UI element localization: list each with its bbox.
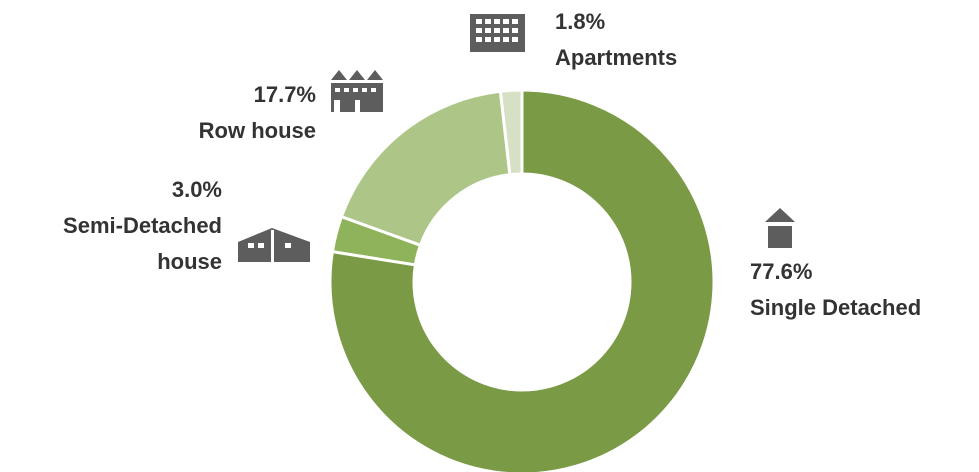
category-label: Apartments xyxy=(555,45,678,70)
segment-label: 77.6% Single Detached xyxy=(750,254,979,326)
value-label: 3.0% xyxy=(171,177,222,202)
donut-segment xyxy=(328,88,716,472)
category-label: Single Detached xyxy=(750,295,922,320)
row-house-icon xyxy=(331,70,383,112)
value-label: 77.6% xyxy=(750,259,813,284)
segment-label: 1.8% Apartments xyxy=(555,4,755,76)
donut-segment xyxy=(339,89,512,248)
category-label: Row house xyxy=(198,118,316,143)
segment-label: 3.0% Semi-Detached house xyxy=(47,172,222,280)
apartments-icon xyxy=(470,14,525,52)
single-detached-icon xyxy=(765,208,795,248)
value-label: 17.7% xyxy=(253,82,316,107)
donut-segment xyxy=(330,214,423,267)
semi-detached-icon xyxy=(238,228,310,262)
value-label: 1.8% xyxy=(555,9,606,34)
icons xyxy=(238,14,795,262)
category-label: Semi-Detached house xyxy=(63,213,222,274)
segment-label: 17.7% Row house xyxy=(116,77,316,149)
